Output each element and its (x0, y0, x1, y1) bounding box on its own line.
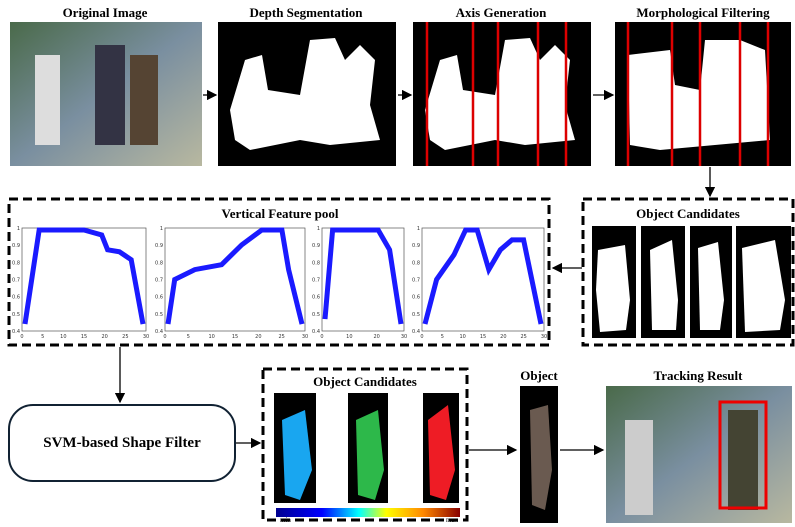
plot-y-tick: 0.8 (155, 260, 163, 266)
feature-pool-title: Vertical Feature pool (222, 206, 339, 221)
plot-y-tick: 0.8 (312, 260, 320, 266)
plot-x-tick: 15 (480, 334, 486, 340)
plot-y-tick: 0.4 (155, 329, 163, 335)
morph-image (615, 22, 791, 166)
plot-y-tick: 0.9 (312, 243, 320, 249)
axis-image (413, 22, 591, 166)
colored-candidates (274, 393, 459, 503)
plot-x-tick: 30 (143, 334, 149, 340)
plot-x-tick: 30 (302, 334, 308, 340)
plot-x-tick: 20 (101, 334, 107, 340)
plot-y-tick: 0.5 (12, 312, 20, 318)
candidates-title: Object Candidates (313, 374, 417, 389)
plot-y-tick: 0.7 (312, 278, 320, 284)
plot-x-tick: 25 (278, 334, 284, 340)
tracking-title: Tracking Result (654, 368, 744, 383)
plot-y-tick: 0.6 (412, 295, 420, 301)
plot-y-tick: 0.6 (155, 295, 163, 301)
plot-x-tick: 25 (520, 334, 526, 340)
stage-title: Axis Generation (456, 5, 547, 20)
plot-y-tick: 0.5 (155, 312, 163, 318)
plot-y-tick: 0.5 (412, 312, 420, 318)
plot-x-tick: 30 (401, 334, 407, 340)
plot-y-tick: 0.4 (12, 329, 20, 335)
plot-y-tick: 0.8 (12, 260, 20, 266)
plot-x-tick: 20 (373, 334, 379, 340)
scale-max: max (446, 516, 459, 524)
plot-y-tick: 0.6 (312, 295, 320, 301)
plot-x-tick: 20 (255, 334, 261, 340)
plot-y-tick: 0.4 (312, 329, 320, 335)
plot-y-tick: 1 (417, 226, 420, 232)
plot-y-tick: 0.5 (312, 312, 320, 318)
candidates-title: Object Candidates (636, 206, 740, 221)
plot-x-tick: 15 (232, 334, 238, 340)
original-image (10, 22, 202, 166)
stage-title: Original Image (63, 5, 148, 20)
scale-min: min (280, 516, 291, 524)
plot-x-tick: 20 (500, 334, 506, 340)
tracking-image (606, 386, 792, 523)
plot-y-tick: 0.9 (155, 243, 163, 249)
plot-x-tick: 30 (541, 334, 547, 340)
plot-y-tick: 0.4 (412, 329, 420, 335)
plot-x-tick: 0 (320, 334, 323, 340)
plot-x-tick: 10 (60, 334, 66, 340)
plot-y-tick: 1 (317, 226, 320, 232)
plot-frame (22, 228, 146, 331)
plot-y-tick: 1 (160, 226, 163, 232)
plot-x-tick: 0 (20, 334, 23, 340)
plot-x-tick: 5 (187, 334, 190, 340)
depth-image (218, 22, 396, 166)
plot-y-tick: 0.9 (412, 243, 420, 249)
stage-title: Depth Segmentation (249, 5, 363, 20)
object-image (520, 386, 558, 523)
plot-x-tick: 0 (163, 334, 166, 340)
plot-y-tick: 1 (17, 226, 20, 232)
plot-x-tick: 10 (459, 334, 465, 340)
plot-y-tick: 0.8 (412, 260, 420, 266)
plot-y-tick: 0.6 (12, 295, 20, 301)
plot-y-tick: 0.7 (12, 278, 20, 284)
plot-x-tick: 10 (346, 334, 352, 340)
plot-x-tick: 0 (420, 334, 423, 340)
plot-y-tick: 0.7 (155, 278, 163, 284)
diagram: Original Image Depth Segmentation Axis G… (0, 0, 795, 527)
candidate-silhouettes (592, 226, 791, 338)
stage-title: Morphological Filtering (636, 5, 770, 20)
object-title: Object (520, 368, 558, 383)
plot-y-tick: 0.7 (412, 278, 420, 284)
plot-y-tick: 0.9 (12, 243, 20, 249)
color-scale (276, 508, 460, 517)
plot-x-tick: 5 (41, 334, 44, 340)
plot-x-tick: 15 (81, 334, 87, 340)
plot-x-tick: 25 (122, 334, 128, 340)
plot-x-tick: 5 (441, 334, 444, 340)
plot-x-tick: 10 (208, 334, 214, 340)
svm-label: SVM-based Shape Filter (43, 435, 201, 451)
